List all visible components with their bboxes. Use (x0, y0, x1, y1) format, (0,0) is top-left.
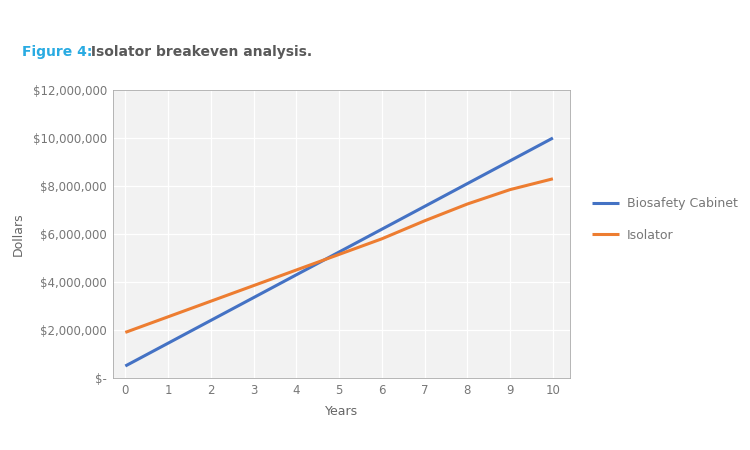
Isolator (420, 218, 429, 224)
Isolator (463, 201, 472, 207)
Biosafety Cabinet (249, 295, 258, 300)
Biosafety Cabinet (334, 249, 344, 255)
Isolator (206, 298, 215, 304)
Isolator (249, 283, 258, 288)
Biosafety Cabinet (121, 363, 130, 369)
Biosafety Cabinet (463, 181, 472, 186)
Biosafety Cabinet (420, 204, 429, 209)
Biosafety Cabinet (164, 341, 172, 346)
Biosafety Cabinet (506, 158, 515, 163)
Line: Isolator: Isolator (125, 179, 553, 333)
Biosafety Cabinet (548, 135, 557, 141)
Isolator (164, 314, 172, 319)
Isolator (506, 187, 515, 192)
X-axis label: Years: Years (325, 405, 358, 418)
Isolator (121, 330, 130, 335)
Text: Figure 4:: Figure 4: (22, 45, 93, 59)
Isolator (377, 236, 386, 242)
Legend: Biosafety Cabinet, Isolator: Biosafety Cabinet, Isolator (586, 191, 744, 248)
Biosafety Cabinet (292, 272, 301, 278)
Biosafety Cabinet (377, 226, 386, 232)
Isolator (548, 176, 557, 181)
Isolator (292, 267, 301, 273)
Text: Isolator breakeven analysis.: Isolator breakeven analysis. (86, 45, 312, 59)
Y-axis label: Dollars: Dollars (11, 212, 24, 256)
Isolator (334, 252, 344, 257)
Line: Biosafety Cabinet: Biosafety Cabinet (125, 138, 553, 366)
Biosafety Cabinet (206, 318, 215, 323)
